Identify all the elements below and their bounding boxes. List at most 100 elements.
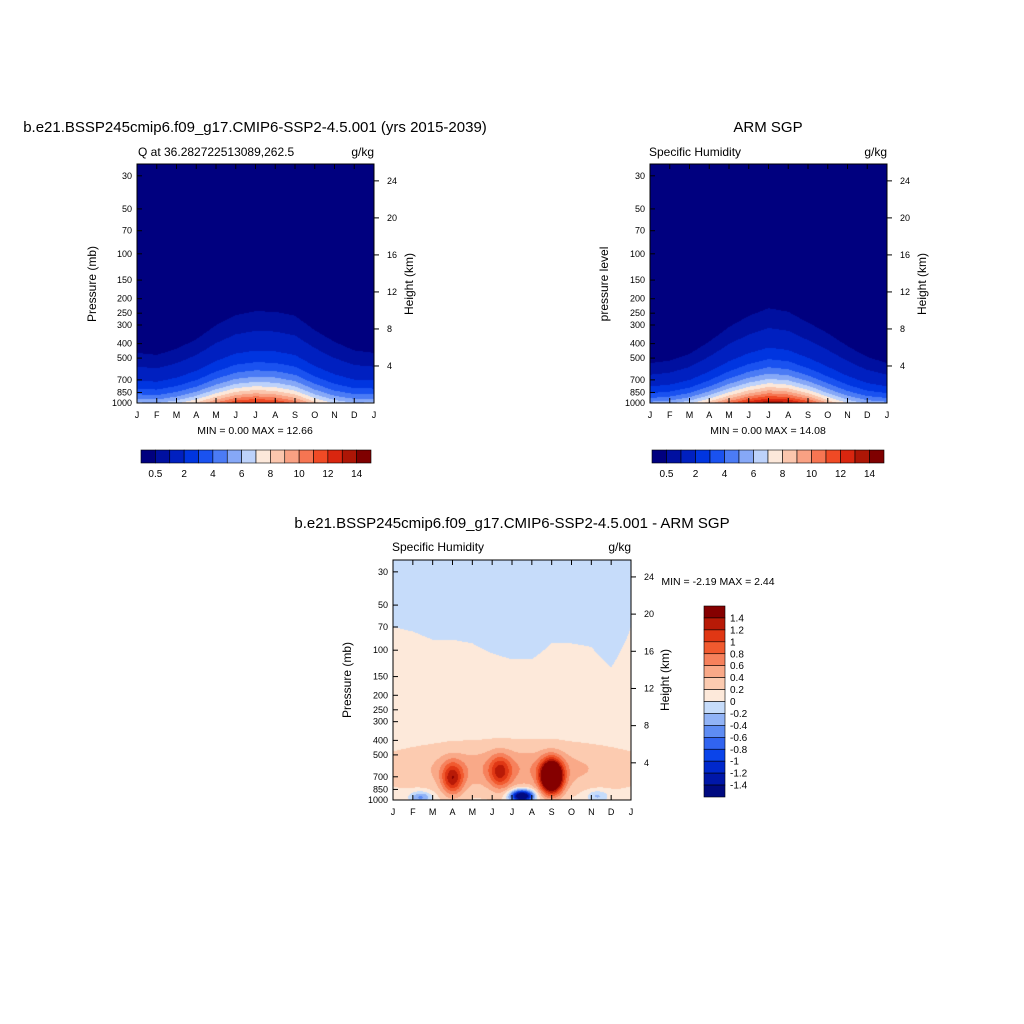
contour-field-image [393, 560, 631, 800]
panel-diff-axes: J F M A M J J A S O N D J 30 50 70 100 150 200 250 300 400 500… [368, 559, 654, 817]
panel-obs-axes: J F M A M J J A S O N D J 30 50 70 100 150 200 250 300 400 500… [625, 163, 910, 420]
panel-obs-stats: MIN = 0.00 MAX = 14.08 [710, 425, 826, 437]
panel-obs-ylabel: pressure level [597, 247, 611, 322]
colorbar-label: 4 [210, 469, 216, 480]
height-tick-label: 8 [387, 324, 392, 334]
x-tick-label: A [272, 410, 278, 420]
y-tick-label: 300 [630, 320, 645, 330]
y-tick-label: 100 [630, 249, 645, 259]
y-tick-label: 50 [635, 204, 645, 214]
height-tick-label: 20 [387, 213, 397, 223]
colorbar-label: 0 [730, 697, 736, 708]
y-tick-label: 70 [122, 226, 132, 236]
panel-obs-left-label: Specific Humidity [649, 145, 741, 159]
y-tick-label: 50 [122, 204, 132, 214]
colorbar-label: -0.8 [730, 745, 748, 756]
colorbar-swatch [703, 605, 726, 619]
height-tick-label: 12 [900, 287, 910, 297]
colorbar-swatch [703, 677, 726, 690]
colorbar-swatch [703, 689, 726, 702]
panel-obs-right-label: g/kg [864, 145, 887, 159]
y-tick-label: 70 [378, 622, 388, 632]
colorbar-swatch [738, 449, 754, 464]
y-tick-label: 300 [373, 717, 388, 727]
height-tick-label: 8 [900, 324, 905, 334]
colorbar-label: -0.6 [730, 733, 748, 744]
height-tick-label: 20 [900, 213, 910, 223]
colorbar-swatch [298, 449, 314, 464]
colorbar-swatch [270, 449, 286, 464]
colorbar-swatch [854, 449, 870, 464]
colorbar-swatch [767, 449, 783, 464]
x-tick-label: A [706, 410, 712, 420]
colorbar-label: 8 [780, 469, 786, 480]
height-tick-label: 8 [644, 721, 649, 731]
height-tick-label: 24 [644, 572, 654, 582]
panel-diff-stats: MIN = -2.19 MAX = 2.44 [661, 576, 774, 588]
colorbar-swatch [255, 449, 271, 464]
colorbar-swatch [709, 449, 725, 464]
y-tick-label: 700 [630, 375, 645, 385]
colorbar-swatch [183, 449, 199, 464]
height-tick-label: 24 [387, 176, 397, 186]
y-tick-label: 250 [630, 308, 645, 318]
panel-diff-colorbar: 1.41.210.80.60.40.20-0.2-0.4-0.6-0.8-1-1… [703, 605, 748, 798]
x-tick-label: J [135, 410, 140, 420]
y-tick-label: 100 [117, 249, 132, 259]
colorbar-label: 14 [864, 469, 876, 480]
panel-obs-title: ARM SGP [733, 119, 802, 136]
x-tick-label: D [351, 410, 358, 420]
y-tick-label: 30 [378, 567, 388, 577]
x-tick-label: J [510, 807, 515, 817]
colorbar-swatch [680, 449, 696, 464]
x-tick-label: J [885, 410, 890, 420]
panel-model-stats: MIN = 0.00 MAX = 12.66 [197, 425, 313, 437]
height-tick-label: 4 [387, 361, 392, 371]
panel-model-right-label: g/kg [351, 145, 374, 159]
colorbar-swatch [724, 449, 740, 464]
x-tick-label: A [449, 807, 455, 817]
colorbar-label: 6 [751, 469, 757, 480]
x-tick-label: J [766, 410, 771, 420]
colorbar-label: -0.4 [730, 721, 748, 732]
colorbar-swatch [869, 449, 885, 464]
colorbar-label: 8 [268, 469, 274, 480]
height-tick-label: 16 [387, 250, 397, 260]
y-tick-label: 200 [630, 294, 645, 304]
y-tick-label: 400 [373, 735, 388, 745]
x-tick-label: O [311, 410, 318, 420]
panel-diff-title: b.e21.BSSP245cmip6.f09_g17.CMIP6-SSP2-4.… [294, 515, 729, 532]
height-tick-label: 16 [644, 646, 654, 656]
colorbar-swatch [703, 760, 726, 774]
y-tick-label: 200 [373, 690, 388, 700]
colorbar-swatch [703, 725, 726, 738]
y-tick-label: 100 [373, 645, 388, 655]
colorbar-swatch [284, 449, 300, 464]
x-tick-label: F [667, 410, 673, 420]
x-tick-label: A [193, 410, 199, 420]
x-tick-label: D [864, 410, 871, 420]
x-tick-label: S [805, 410, 811, 420]
y-tick-label: 300 [117, 320, 132, 330]
height-tick-label: 24 [900, 176, 910, 186]
colorbar-swatch [811, 449, 827, 464]
panel-obs-colorbar: 0.5 2 4 6 8 10 12 14 [651, 449, 885, 480]
height-tick-label: 16 [900, 250, 910, 260]
x-tick-label: M [173, 410, 181, 420]
y-tick-label: 850 [373, 784, 388, 794]
colorbar-swatch [695, 449, 711, 464]
panel-diff-right-label: g/kg [608, 540, 631, 554]
y-tick-label: 700 [117, 375, 132, 385]
panel-diff-left-label: Specific Humidity [392, 540, 484, 554]
colorbar-swatch [212, 449, 228, 464]
panel-diff: b.e21.BSSP245cmip6.f09_g17.CMIP6-SSP2-4.… [294, 515, 774, 817]
colorbar-swatch [703, 737, 726, 750]
panel-obs-ylabel-right: Height (km) [915, 253, 929, 315]
y-tick-label: 200 [117, 294, 132, 304]
colorbar-label: 0.2 [730, 685, 744, 696]
colorbar-label: 12 [835, 469, 847, 480]
contour-field-image [137, 164, 374, 403]
colorbar-label: 0.6 [730, 661, 744, 672]
colorbar-swatch [703, 653, 726, 666]
x-tick-label: J [253, 410, 258, 420]
